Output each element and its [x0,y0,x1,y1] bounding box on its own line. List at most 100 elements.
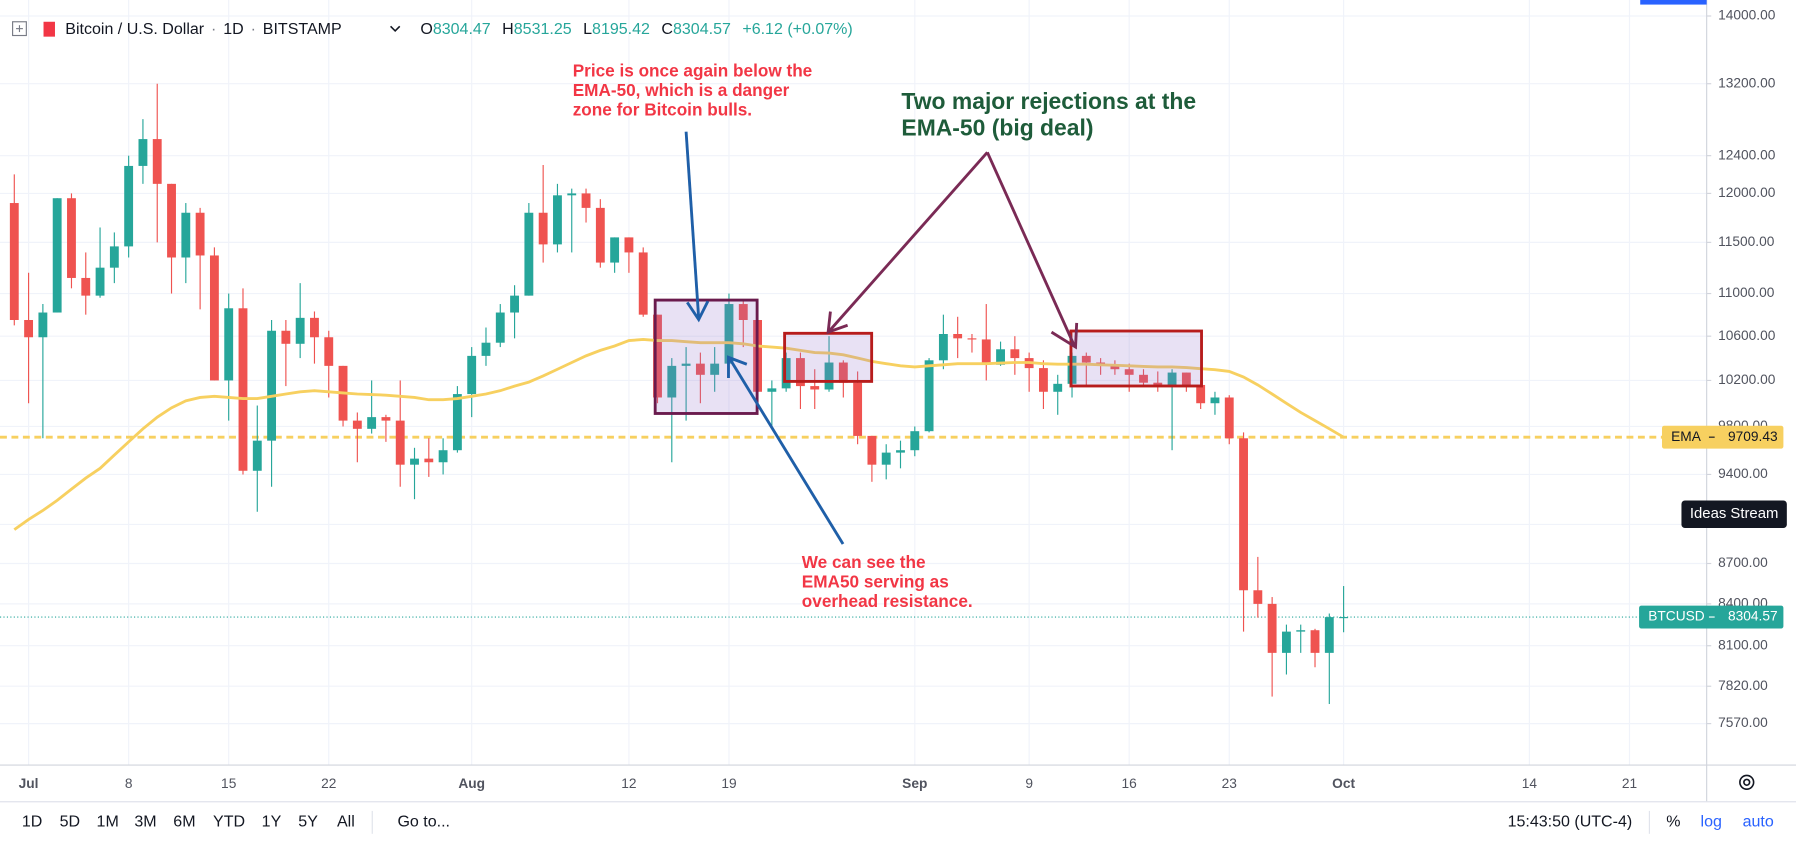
candle-body [410,458,419,465]
candle-body [1310,630,1320,653]
log-button[interactable]: log [1701,813,1722,831]
price-tags: EMA 9709.43 BTCUSD 8304.57 Ideas Stream [1639,425,1787,629]
candle-body [624,237,634,253]
candle-body [653,314,662,398]
x-tick-label: Oct [1332,776,1355,791]
ohlc-label: C [661,20,673,38]
x-tick-label: 12 [621,776,636,791]
candle-body [281,330,291,344]
candle-body [667,365,677,398]
flag-icon [43,21,55,37]
ohlc-line: O8304.47 H8531.25 L8195.42 C8304.57 +6.12 (+… [420,20,852,38]
y-tick-label: 8100.00 [1718,637,1768,652]
range-button[interactable]: 5D [60,813,80,831]
candle-body [1053,383,1063,392]
symbol: Bitcoin / U.S. Dollar [65,20,205,38]
range-button[interactable]: 1M [97,813,119,831]
candle-body [481,342,491,356]
highlight-box [653,298,759,415]
candle-body [1324,617,1334,653]
percent-button[interactable]: % [1666,813,1680,831]
candle-body [996,349,1005,365]
dropdown-icon[interactable] [390,25,401,33]
candle-body [1010,349,1020,359]
candle-body [710,363,720,375]
ohlc-value: 8195.42 [592,20,650,38]
candle-body [38,312,48,338]
x-tick-label: Jul [19,776,39,791]
ema-tag-value: 9709.43 [1728,429,1778,444]
candle-body [1253,590,1263,604]
range-button[interactable]: 5Y [298,813,318,831]
x-tick-label: 14 [1522,776,1538,791]
candle-body [81,277,91,296]
candle-body [810,386,820,390]
annotation-text: Two major rejections at the [901,88,1196,114]
candle-body [981,339,991,365]
candle-body [452,394,462,451]
annotation-text: zone for Bitcoin bulls. [573,100,752,120]
candle-body [252,440,262,471]
candle-body [52,198,62,313]
candle-body [738,304,748,320]
candle-body [781,358,791,389]
candle-body [324,337,334,366]
x-tick-label: 15 [221,776,237,791]
candle-body [510,295,520,313]
range-button[interactable]: 6M [173,813,195,831]
ohlc-label: L [583,20,592,38]
candle-body [181,212,191,258]
time-axis: Jul 8 15 22 Aug 12 19 Sep 9 16 23 Oct 14 21 [19,776,1637,791]
y-tick-label: 13200.00 [1718,75,1776,90]
drawings [653,131,1203,545]
collapse-icon[interactable] [12,21,27,37]
candle-body [24,319,34,338]
goto-button[interactable]: Go to... [397,813,450,831]
price-tag-name: BTCUSD [1648,609,1705,624]
ideas-stream-bg[interactable] [1681,500,1787,529]
range-button[interactable]: 3M [134,813,156,831]
candle-body [567,193,577,196]
highlight-box [783,331,874,383]
clock: 15:43:50 (UTC-4) [1508,813,1633,831]
candle-body [1153,382,1163,385]
candle-body [367,417,377,429]
candle-body [953,334,963,339]
price-axis: 14000.00 13200.00 12400.00 12000.00 11500.00… [1706,8,1776,730]
legend-header: Bitcoin / U.S. Dollar · 1D · BITSTAMP O8304.… [12,20,853,38]
candle-body [1181,372,1191,385]
y-tick-label: 11500.00 [1718,234,1775,249]
candle-body [796,358,805,387]
x-tick-label: Sep [902,776,927,791]
candle-body [838,362,848,383]
auto-button[interactable]: auto [1743,813,1774,831]
range-button[interactable]: All [337,813,355,831]
candle-body [638,252,648,315]
y-tick-label: 10600.00 [1718,328,1776,343]
range-button[interactable]: 1D [22,813,42,831]
candle-body [1281,631,1291,653]
candle-body [1210,397,1220,404]
range-button[interactable]: 1Y [262,813,282,831]
candle-body [824,362,834,390]
candle-body [352,420,362,429]
bottom-toolbar [0,801,1796,851]
ohlc-label: O [420,20,432,38]
y-tick-label: 12400.00 [1718,147,1776,162]
candle-body [1196,384,1206,404]
ideas-stream[interactable]: Ideas Stream [1690,506,1778,522]
annotation-text: EMA-50, which is a danger [573,80,790,100]
symbol-line: Bitcoin / U.S. Dollar · 1D · BITSTAMP [65,20,341,38]
candle-body [524,212,534,296]
price-tag-value: 8304.57 [1728,609,1778,624]
candle-body [1239,438,1248,591]
x-tick-label: 8 [125,776,133,791]
candle-body [138,139,148,166]
range-button[interactable]: YTD [213,813,245,831]
candle-body [581,193,591,208]
candle-body [395,420,405,465]
settings-icon[interactable] [1739,774,1755,790]
